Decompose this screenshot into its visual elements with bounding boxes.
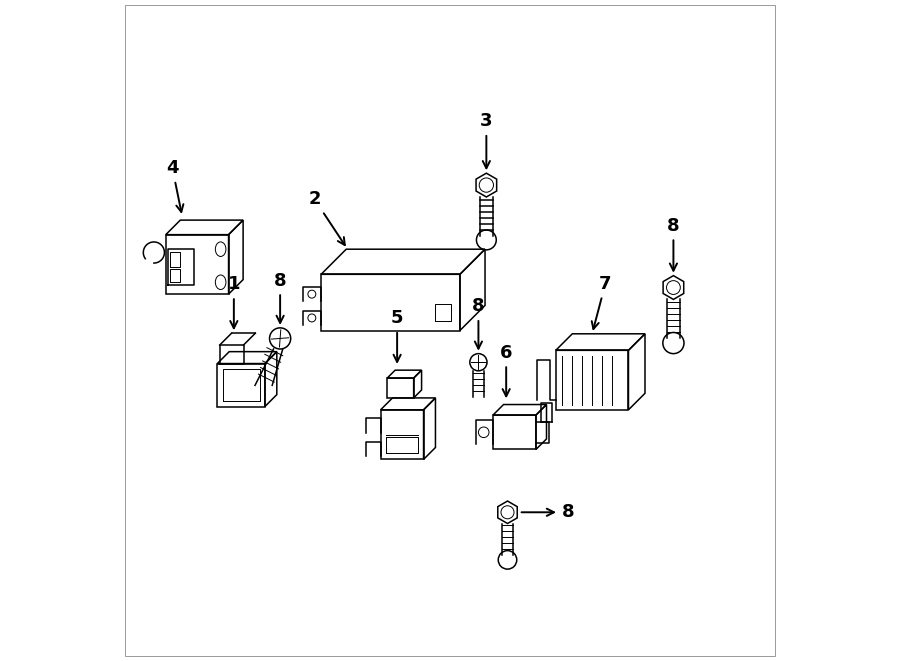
Text: 8: 8 — [521, 503, 574, 522]
Text: 2: 2 — [308, 190, 345, 245]
Text: 5: 5 — [391, 309, 403, 362]
Text: 6: 6 — [500, 344, 512, 397]
Text: 1: 1 — [228, 276, 240, 329]
Text: 8: 8 — [472, 297, 485, 349]
Text: 4: 4 — [166, 159, 184, 212]
Text: 8: 8 — [274, 272, 286, 323]
Text: 7: 7 — [591, 275, 612, 329]
Text: 3: 3 — [480, 112, 492, 169]
Text: 8: 8 — [667, 217, 680, 271]
